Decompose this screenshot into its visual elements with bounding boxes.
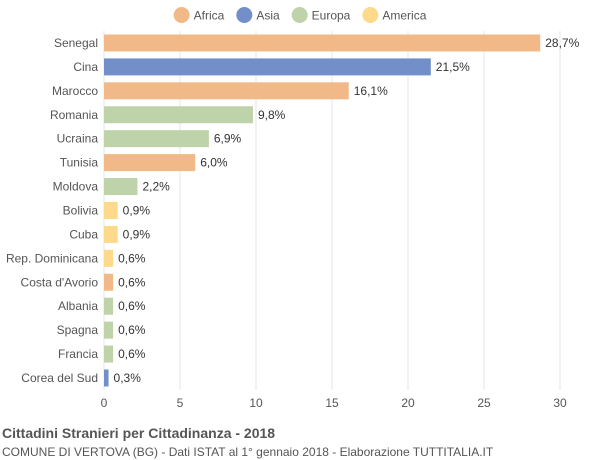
bar-row: Romania 9,8%: [50, 106, 286, 124]
value-label: 28,7%: [545, 36, 579, 50]
value-label: 6,9%: [214, 132, 242, 146]
bar-row: Moldova 2,2%: [53, 178, 170, 196]
bar: [104, 321, 114, 339]
bar: [104, 273, 114, 291]
bar-row: Marocco 16,1%: [52, 82, 388, 100]
legend-item-europa: Europa: [291, 7, 351, 23]
legend-item-asia: Asia: [236, 7, 280, 23]
bar: [104, 297, 114, 315]
category-label: Tunisia: [60, 156, 99, 170]
value-label: 16,1%: [354, 84, 388, 98]
bar-row: Corea del Sud 0,3%: [21, 369, 142, 387]
value-label: 0,6%: [118, 251, 146, 265]
bar-row: Francia 0,6%: [58, 345, 146, 363]
bar: [104, 178, 138, 196]
value-label: 0,6%: [118, 323, 146, 337]
value-label: 6,0%: [200, 156, 228, 170]
category-label: Francia: [58, 347, 98, 361]
x-tick-label: 10: [249, 396, 263, 410]
x-tick-label: 15: [325, 396, 339, 410]
bar-row: Cuba 0,9%: [69, 225, 151, 243]
legend-label: America: [382, 9, 426, 23]
category-label: Albania: [58, 299, 98, 313]
bar: [104, 58, 431, 76]
category-label: Spagna: [57, 323, 99, 337]
chart-title: Cittadini Stranieri per Cittadinanza - 2…: [2, 425, 276, 441]
bar: [104, 201, 118, 219]
x-axis: 0 5 10 15 20 25 30: [101, 396, 567, 410]
bar: [104, 154, 196, 172]
chart-subtitle: COMUNE DI VERTOVA (BG) - Dati ISTAT al 1…: [2, 445, 494, 459]
x-tick-label: 0: [101, 396, 108, 410]
bar-chart: Africa Asia Europa America Senegal 28,7% Cina…: [6, 7, 580, 410]
x-tick-label: 5: [177, 396, 184, 410]
value-label: 0,6%: [118, 347, 146, 361]
value-label: 0,6%: [118, 275, 146, 289]
bar-row: Bolivia 0,9%: [63, 201, 151, 219]
category-label: Cuba: [69, 227, 98, 241]
bar-row: Ucraina 6,9%: [57, 130, 242, 148]
category-label: Rep. Dominicana: [6, 251, 98, 265]
bar-row: Rep. Dominicana 0,6%: [6, 249, 146, 267]
category-label: Ucraina: [57, 132, 99, 146]
legend-swatch: [236, 7, 253, 23]
legend-label: Africa: [194, 9, 225, 23]
category-label: Cina: [73, 60, 98, 74]
value-label: 21,5%: [436, 60, 470, 74]
category-label: Costa d'Avorio: [21, 275, 99, 289]
legend-label: Europa: [312, 9, 351, 23]
value-label: 0,3%: [114, 371, 142, 385]
value-label: 9,8%: [258, 108, 286, 122]
category-label: Moldova: [53, 180, 99, 194]
bar: [104, 82, 349, 100]
bar-row: Tunisia 6,0%: [60, 154, 228, 172]
bar: [104, 345, 114, 363]
bar: [104, 130, 209, 148]
x-tick-label: 20: [401, 396, 415, 410]
legend-item-africa: Africa: [173, 7, 225, 23]
bar: [104, 249, 114, 267]
value-label: 0,9%: [123, 227, 151, 241]
legend-item-america: America: [362, 7, 427, 23]
legend-swatch: [362, 7, 379, 23]
bar: [104, 225, 118, 243]
bar-row: Senegal 28,7%: [54, 34, 580, 52]
bar: [104, 34, 541, 52]
legend-swatch: [173, 7, 190, 23]
category-label: Romania: [50, 108, 98, 122]
value-label: 2,2%: [142, 180, 170, 194]
bar-row: Costa d'Avorio 0,6%: [21, 273, 146, 291]
x-tick-label: 30: [553, 396, 567, 410]
category-label: Corea del Sud: [21, 371, 98, 385]
legend: Africa Asia Europa America: [173, 7, 427, 23]
value-label: 0,6%: [118, 299, 146, 313]
bar-row: Albania 0,6%: [58, 297, 146, 315]
legend-swatch: [291, 7, 308, 23]
category-label: Marocco: [52, 84, 98, 98]
category-label: Senegal: [54, 36, 98, 50]
x-tick-label: 25: [477, 396, 491, 410]
category-label: Bolivia: [63, 203, 99, 217]
bar-row: Spagna 0,6%: [57, 321, 146, 339]
bar: [104, 106, 253, 124]
legend-label: Asia: [256, 9, 280, 23]
bars: Senegal 28,7% Cina 21,5% Marocco 16,1% Romania…: [6, 34, 580, 387]
value-label: 0,9%: [123, 203, 151, 217]
bar: [104, 369, 109, 387]
bar-row: Cina 21,5%: [73, 58, 470, 76]
